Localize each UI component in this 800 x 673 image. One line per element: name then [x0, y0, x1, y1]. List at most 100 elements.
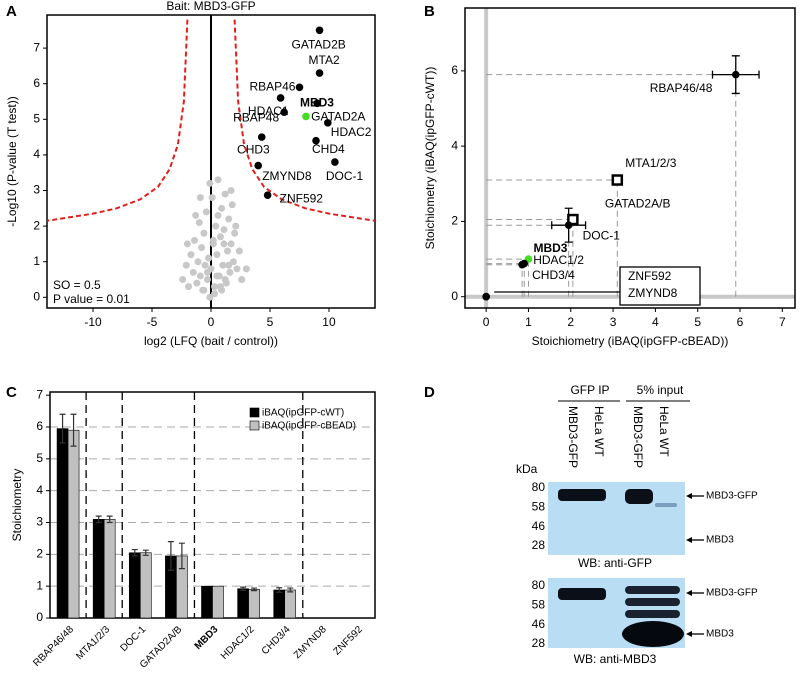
point-label: DOC-1 — [326, 169, 364, 183]
marker-label: 58 — [532, 597, 546, 611]
panel-letter: D — [424, 384, 435, 401]
bar — [201, 585, 213, 619]
background-point — [206, 179, 214, 187]
x-tick-label: -10 — [84, 315, 102, 329]
background-point — [226, 268, 234, 276]
y-tick-label: 2 — [33, 218, 40, 232]
background-point — [225, 261, 233, 269]
legend-swatch — [249, 407, 260, 418]
legend-label: iBAQ(ipGFP-cBEAD) — [262, 421, 356, 432]
y-tick-label: 3 — [33, 183, 40, 197]
hit-point — [263, 191, 272, 199]
y-tick-label: 0 — [33, 289, 40, 303]
background-point — [216, 233, 224, 241]
x-tick-label: 1 — [525, 315, 532, 329]
blot-caption: WB: anti-GFP — [578, 556, 652, 570]
threshold-curve — [46, 19, 189, 222]
error-bar — [240, 586, 247, 591]
background-point — [212, 222, 220, 230]
western-blot: GFP IP 5% input MBD3-GFP HeLa WT MBD3-GF… — [516, 383, 758, 666]
background-point — [190, 236, 198, 244]
background-point — [225, 215, 233, 223]
x-tick-label: DOC-1 — [118, 624, 148, 654]
background-point — [218, 286, 226, 294]
background-point — [227, 187, 235, 195]
y-tick-label: 1 — [36, 578, 43, 592]
hit-point — [324, 119, 332, 127]
band — [625, 586, 680, 594]
error-bar — [287, 587, 294, 593]
marker-label: 28 — [532, 538, 546, 552]
error-bar — [142, 549, 149, 556]
point-label: GATAD2B — [292, 37, 346, 51]
point-label: GATAD2A/B — [605, 197, 671, 211]
x-tick-label: 3 — [610, 315, 617, 329]
y-axis-label: Stoichiometry (iBAQ(ipGFP-cWT)) — [423, 67, 437, 250]
y-tick-label: 7 — [36, 387, 43, 401]
band — [558, 489, 606, 501]
background-point — [183, 240, 191, 248]
point-label: ZNF592 — [280, 191, 324, 205]
background-point — [200, 286, 208, 294]
marker-label: 80 — [532, 480, 546, 494]
y-tick-label: 2 — [451, 214, 458, 228]
background-point — [196, 272, 204, 280]
point — [482, 292, 490, 301]
point-label: DOC-1 — [583, 228, 621, 242]
band — [625, 610, 680, 618]
y-tick-label: 0 — [36, 610, 43, 624]
group-label: 5% input — [637, 383, 684, 397]
marker-label: 80 — [532, 578, 546, 592]
hit-point — [257, 133, 266, 141]
lane-label: MBD3-GFP — [631, 406, 645, 468]
hit-point — [313, 99, 321, 108]
background-point — [219, 261, 227, 269]
y-tick-label: 5 — [33, 111, 40, 125]
chart-title: Bait: MBD3-GFP — [166, 0, 255, 13]
background-point — [203, 276, 211, 284]
lane-label: HeLa WT — [592, 406, 606, 457]
x-axis-label: log2 (LFQ (bait / control)) — [144, 334, 278, 348]
point-label: ZMYND8 — [628, 286, 678, 300]
point-label: GATAD2A — [311, 109, 365, 123]
y-tick-label: 5 — [36, 451, 43, 465]
error-bar — [95, 515, 102, 524]
hit-point — [312, 136, 320, 145]
group-label: GFP IP — [570, 383, 609, 397]
point-label: MTA2 — [309, 53, 340, 67]
point-label: HDAC1 — [248, 104, 289, 118]
band-label: MBD3-GFP — [706, 491, 758, 502]
bar — [212, 585, 224, 619]
x-tick-label: 10 — [322, 315, 336, 329]
point-label: RBAP46/48 — [650, 81, 713, 95]
annotation: SO = 0.5 — [53, 278, 101, 292]
y-axis-label: -Log10 (P-value (T test)) — [5, 96, 19, 227]
panel-letter: B — [424, 3, 435, 20]
y-tick-label: 1 — [33, 254, 40, 268]
background-point — [182, 261, 190, 269]
band — [655, 503, 677, 507]
y-tick-label: 3 — [36, 515, 43, 529]
arrowheads — [686, 493, 692, 637]
bar — [92, 519, 105, 619]
background-point — [208, 194, 216, 202]
background-point — [202, 208, 210, 216]
background-point — [232, 222, 240, 230]
background-point — [233, 265, 241, 273]
point-label: MBD3 — [533, 241, 567, 255]
x-tick-label: CHD3/4 — [260, 624, 293, 657]
background-point — [221, 276, 229, 284]
hit-point — [331, 158, 339, 166]
hit-point — [276, 94, 285, 102]
x-tick-label: 6 — [737, 315, 744, 329]
background-point — [221, 190, 229, 198]
point — [731, 70, 740, 79]
background-point — [209, 236, 217, 244]
y-tick-label: 4 — [33, 147, 40, 161]
x-axis-label: Stoichiometry (iBAQ(ipGFP-cBEAD)) — [532, 334, 729, 348]
background-point — [235, 247, 243, 255]
x-tick-label: MBD3 — [193, 624, 221, 652]
point-label: HDAC1/2 — [533, 253, 584, 267]
background-point — [194, 258, 202, 266]
background-point — [220, 226, 228, 234]
